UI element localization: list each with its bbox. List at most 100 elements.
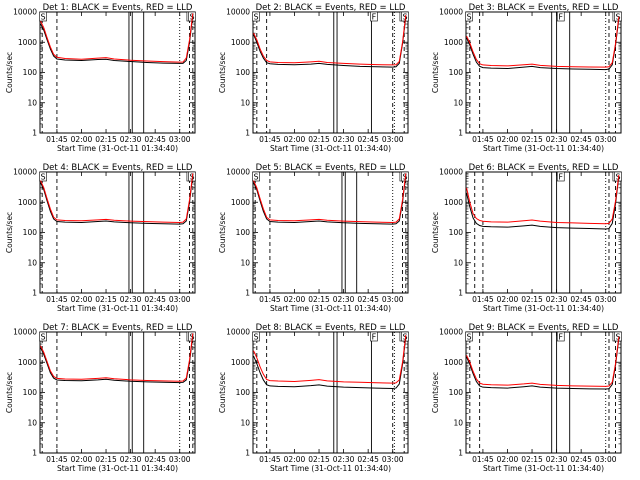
y-tick-label: 10 xyxy=(240,418,250,427)
x-tick-label: 02:00 xyxy=(284,135,306,144)
flag-box xyxy=(370,331,378,342)
y-tick-label: 10000 xyxy=(439,8,463,17)
y-tick-label: 10 xyxy=(27,258,37,267)
series-line-events xyxy=(40,14,194,64)
series-line-events xyxy=(253,174,407,225)
flag-label: S xyxy=(467,333,472,342)
y-tick-label: 10 xyxy=(453,98,463,107)
y-tick-label: 1 xyxy=(458,289,463,298)
flag-box xyxy=(252,11,260,22)
x-tick-label: 01:45 xyxy=(46,295,68,304)
series-line-lld xyxy=(253,334,407,384)
x-axis-label: Start Time (31-Oct-11 01:34:40) xyxy=(483,144,604,153)
plot-frame xyxy=(465,331,622,454)
x-tick-label: 02:15 xyxy=(95,455,117,464)
y-tick-label: 100 xyxy=(449,228,464,237)
y-tick-label: 100 xyxy=(236,68,251,77)
x-tick-label: 02:00 xyxy=(284,455,306,464)
y-tick-label: 1000 xyxy=(231,358,250,367)
y-tick-label: 10000 xyxy=(439,328,463,337)
y-tick-label: 10 xyxy=(453,258,463,267)
y-tick-label: 1000 xyxy=(444,38,463,47)
flag-label: S xyxy=(254,173,259,182)
flag-label: F xyxy=(558,333,563,342)
x-axis-label: Start Time (31-Oct-11 01:34:40) xyxy=(270,464,391,473)
y-tick-label: 10000 xyxy=(13,8,37,17)
series-line-events xyxy=(40,334,194,384)
y-tick-label: 10000 xyxy=(13,328,37,337)
flag-label: F xyxy=(372,333,377,342)
x-axis-label: Start Time (31-Oct-11 01:34:40) xyxy=(483,464,604,473)
x-tick-label: 01:45 xyxy=(472,135,494,144)
y-tick-label: 100 xyxy=(23,68,38,77)
chart-title: Det 1: BLACK = Events, RED = LLD xyxy=(43,3,193,13)
x-tick-label: 02:30 xyxy=(546,455,568,464)
y-tick-label: 10000 xyxy=(13,168,37,177)
y-tick-label: 1 xyxy=(245,289,250,298)
x-tick-label: 01:45 xyxy=(46,455,68,464)
series-line-lld xyxy=(40,333,194,382)
series-line-lld xyxy=(466,174,620,225)
flag-box xyxy=(370,11,378,22)
flag-label: S xyxy=(41,173,46,182)
x-tick-label: 02:00 xyxy=(284,295,306,304)
y-tick-label: 1 xyxy=(458,449,463,458)
x-tick-label: 02:15 xyxy=(308,295,330,304)
x-tick-label: 03:00 xyxy=(595,135,617,144)
flag-label: S xyxy=(403,13,408,22)
plot-frame xyxy=(252,11,409,134)
y-tick-label: 1000 xyxy=(231,198,250,207)
y-axis-label: Counts/sec xyxy=(218,372,227,413)
x-tick-label: 02:30 xyxy=(333,135,355,144)
y-tick-label: 10 xyxy=(240,258,250,267)
plot-frame xyxy=(39,11,196,134)
series-line-lld xyxy=(253,173,407,223)
series-line-lld xyxy=(466,336,620,387)
x-tick-label: 02:00 xyxy=(71,455,93,464)
series-line-lld xyxy=(40,13,194,63)
x-tick-label: 02:30 xyxy=(333,455,355,464)
y-tick-label: 100 xyxy=(236,228,251,237)
y-axis-label: Counts/sec xyxy=(431,212,440,253)
flag-label: F xyxy=(372,13,377,22)
chart-title: Det 9: BLACK = Events, RED = LLD xyxy=(469,323,619,333)
x-tick-label: 01:45 xyxy=(259,455,281,464)
detector-panel: Det 5: BLACK = Events, RED = LLD 1 10 100 10… xyxy=(213,160,426,320)
x-tick-label: 01:45 xyxy=(259,295,281,304)
detector-panel: Det 9: BLACK = Events, RED = LLD 1 10 100 10… xyxy=(426,320,639,480)
y-tick-label: 1000 xyxy=(18,358,37,367)
y-tick-label: 1000 xyxy=(18,198,37,207)
chart-title: Det 4: BLACK = Events, RED = LLD xyxy=(43,163,193,173)
plot-frame xyxy=(39,331,196,454)
y-tick-label: 1 xyxy=(245,129,250,138)
flag-box xyxy=(556,11,565,22)
flag-box xyxy=(39,331,47,342)
flag-box xyxy=(39,11,47,22)
flag-label: S xyxy=(254,13,259,22)
series-line-lld xyxy=(466,16,620,68)
flag-label: F xyxy=(558,173,563,182)
chart-title: Det 5: BLACK = Events, RED = LLD xyxy=(256,163,406,173)
x-tick-label: 02:00 xyxy=(71,135,93,144)
x-tick-label: 03:00 xyxy=(595,455,617,464)
detector-chart: Det 2: BLACK = Events, RED = LLD 1 10 100 10… xyxy=(218,3,409,153)
flag-label: S xyxy=(616,173,621,182)
flag-label: S xyxy=(616,333,621,342)
y-tick-label: 100 xyxy=(23,388,38,397)
chart-title: Det 7: BLACK = Events, RED = LLD xyxy=(43,323,193,333)
series-line-events xyxy=(466,176,620,230)
x-tick-label: 02:30 xyxy=(546,295,568,304)
chart-title: Det 3: BLACK = Events, RED = LLD xyxy=(469,3,619,13)
y-tick-label: 10 xyxy=(27,98,37,107)
x-tick-label: 02:45 xyxy=(357,455,379,464)
x-axis-label: Start Time (31-Oct-11 01:34:40) xyxy=(483,304,604,313)
y-axis-label: Counts/sec xyxy=(218,212,227,253)
series-line-lld xyxy=(40,173,194,223)
x-tick-label: 02:30 xyxy=(120,135,142,144)
x-tick-label: 03:00 xyxy=(382,455,404,464)
flag-box xyxy=(556,171,565,182)
y-axis-label: Counts/sec xyxy=(431,372,440,413)
y-axis-label: Counts/sec xyxy=(5,372,14,413)
y-tick-label: 100 xyxy=(23,228,38,237)
